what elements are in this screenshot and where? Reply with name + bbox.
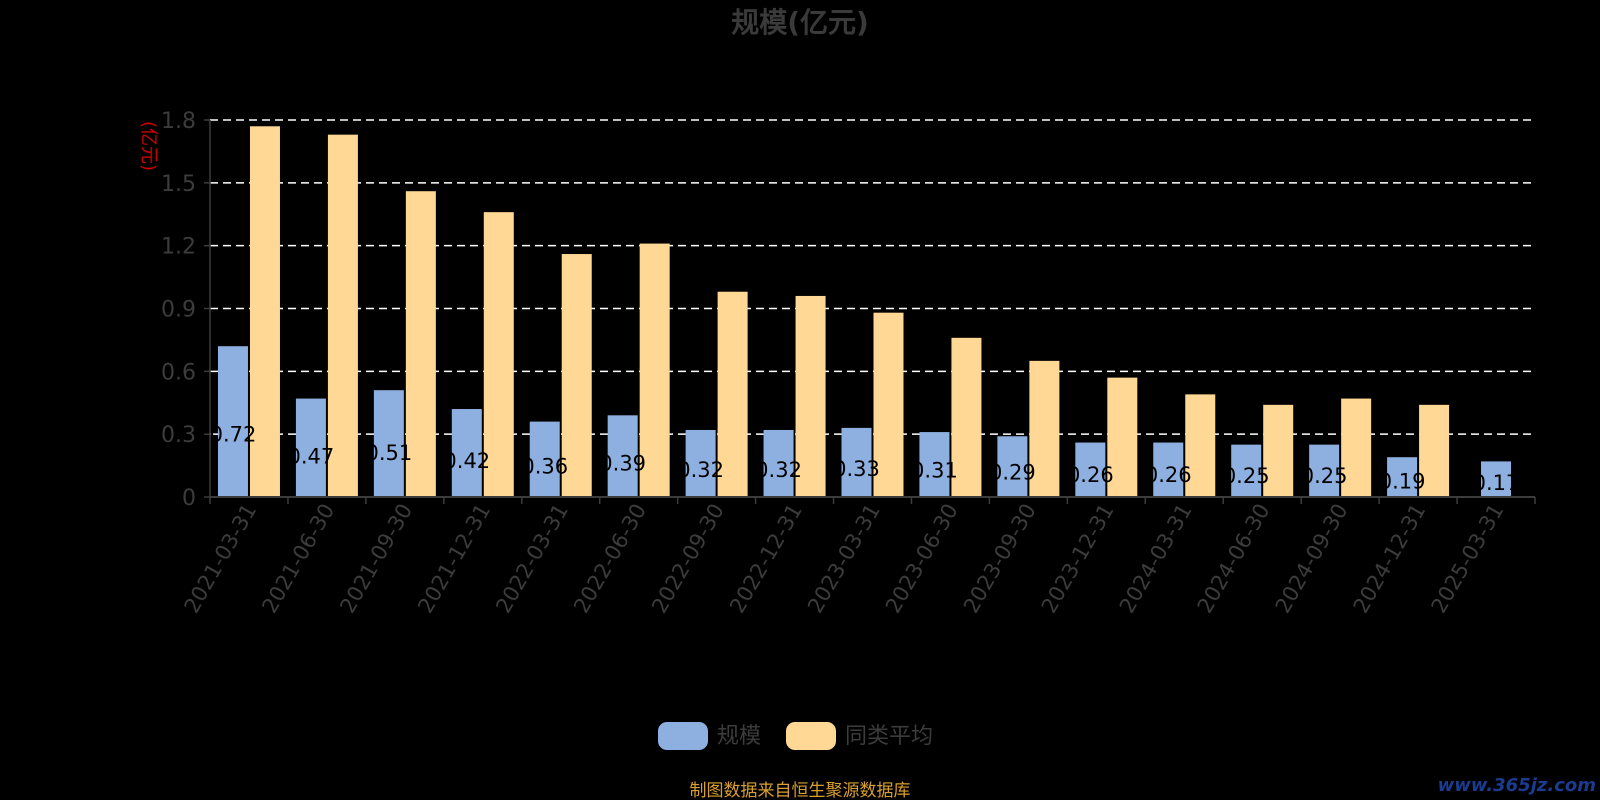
x-tick-label: 2025-03-31 [1427,500,1509,618]
bar-value-label: 0.42 [443,449,490,473]
bar-peer-average [1263,404,1294,497]
bar-peer-average [1185,394,1216,497]
x-tick-label: 2021-06-30 [257,500,339,618]
bar-peer-average [561,254,592,497]
bar-peer-average [873,312,904,497]
bar-value-label: 0.36 [521,454,568,478]
y-tick-label: 0.3 [161,423,196,448]
x-tick-label: 2021-09-30 [335,500,417,618]
bar-value-label: 0.29 [989,460,1036,484]
bar-peer-average [327,134,358,497]
legend-label: 规模 [717,724,761,749]
y-tick-label: 0 [182,486,196,511]
x-tick-label: 2022-09-30 [647,500,729,618]
y-tick-label: 1.8 [161,109,196,134]
x-tick-label: 2023-09-30 [959,500,1041,618]
x-tick-label: 2023-03-31 [803,500,885,618]
bar-value-label: 0.32 [677,458,724,482]
x-tick-label: 2024-03-31 [1115,500,1197,618]
bar-size [217,346,248,497]
bar-size [1153,442,1184,497]
bar-value-label: 0.51 [365,441,412,465]
bar-peer-average [639,243,670,497]
chart-title: 规模(亿元) [731,6,869,39]
bar-peer-average [951,337,982,497]
y-tick-label: 1.2 [161,235,196,260]
bar-size [1387,457,1418,497]
bar-value-label: 0.31 [911,459,958,483]
legend-label: 同类平均 [845,724,933,749]
y-tick-label: 1.5 [161,172,196,197]
y-axis-ticks: 0 0.3 0.6 0.9 1.2 1.5 1.8 [161,109,211,511]
bar-peer-average [1341,398,1372,497]
bar-size [1481,461,1512,497]
bar-peer-average [1029,360,1060,497]
legend-swatch [786,722,836,750]
legend: 规模 同类平均 [658,722,933,750]
source-note: 制图数据来自恒生聚源数据库 [690,781,911,800]
x-tick-label: 2024-09-30 [1271,500,1353,618]
bar-value-label: 0.47 [288,445,335,469]
bar-size [763,429,794,497]
bar-peer-average [717,291,748,497]
watermark: www.365jz.com [1438,775,1596,796]
bar-size [373,390,404,497]
bar-peer-average [1419,404,1450,497]
bar-value-label: 0.72 [210,423,257,447]
bar-value-label: 0.25 [1223,464,1270,488]
bar-value-label: 0.33 [833,457,880,481]
x-tick-label: 2022-03-31 [491,500,573,618]
x-tick-label: 2021-12-31 [413,500,495,618]
bar-size [841,427,872,497]
bar-size [1309,444,1340,497]
legend-swatch [658,722,708,750]
x-tick-label: 2024-06-30 [1193,500,1275,618]
bar-value-label: 0.17 [1473,471,1520,495]
bar-size [295,398,326,497]
value-labels: 0.72 0.47 0.51 0.42 0.36 0.39 0.32 0.32 0.33 0.31… [210,423,1520,495]
y-tick-label: 0.9 [161,298,196,323]
bar-peer-average [249,126,280,498]
bar-peer-average [1107,377,1138,497]
bar-size [529,421,560,497]
x-tick-label: 2022-06-30 [569,500,651,618]
bar-peer-average [795,295,826,497]
x-tick-label: 2021-03-31 [179,500,261,618]
y-tick-label: 0.6 [161,360,196,385]
bar-value-label: 0.25 [1301,464,1348,488]
bar-size [685,429,716,497]
bar-value-label: 0.39 [599,452,646,476]
bar-value-label: 0.26 [1145,463,1192,487]
x-axis: 2021-03-312021-06-302021-09-302021-12-31… [179,496,1536,618]
bar-peer-average [405,191,436,497]
bar-size [1075,442,1106,497]
bar-size [1231,444,1262,497]
y-axis-label: (亿元) [138,121,159,171]
x-tick-label: 2022-12-31 [725,500,807,618]
bar-peer-average [483,212,514,497]
bar-size [451,409,482,497]
bar-value-label: 0.26 [1067,463,1114,487]
bars [217,126,1512,498]
bar-size [919,432,950,497]
x-tick-label: 2023-12-31 [1037,500,1119,618]
x-tick-label: 2024-12-31 [1349,500,1431,618]
bar-value-label: 0.19 [1379,469,1426,493]
x-tick-label: 2023-06-30 [881,500,963,618]
bar-size [997,436,1028,497]
bar-value-label: 0.32 [755,458,802,482]
bar-size [607,415,638,497]
